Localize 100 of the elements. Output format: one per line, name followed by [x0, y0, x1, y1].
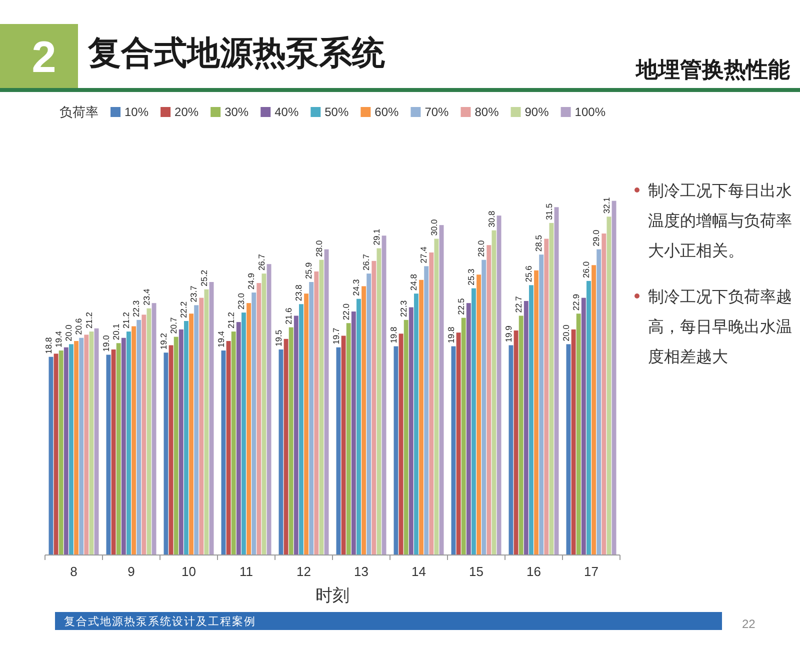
bar	[408, 307, 414, 555]
data-label: 32.1	[601, 196, 612, 214]
data-label: 20.1	[110, 323, 121, 340]
bar	[246, 303, 252, 555]
data-label: 30.0	[428, 218, 439, 236]
bar	[476, 274, 482, 555]
bar	[592, 265, 596, 555]
data-label: 26.0	[581, 261, 592, 278]
bar	[288, 327, 294, 555]
bar	[54, 354, 58, 555]
bar	[241, 312, 246, 555]
bar	[262, 274, 266, 555]
bar	[184, 321, 188, 555]
data-label: 22.2	[178, 301, 189, 318]
data-label: 19.4	[53, 330, 64, 348]
legend-title: 负荷率	[60, 104, 99, 120]
x-tick-label: 15	[469, 564, 484, 579]
legend-label: 70%	[424, 105, 450, 119]
bar	[58, 350, 64, 555]
data-label: 26.7	[361, 254, 372, 271]
bar	[398, 334, 404, 555]
x-tick-label: 17	[584, 564, 598, 579]
bar	[376, 248, 382, 555]
bar	[266, 264, 272, 555]
bar	[284, 338, 288, 555]
text: 制冷工况下负荷率越高，每日早晚出水温度相差越大	[648, 288, 792, 366]
legend-label: 50%	[324, 105, 349, 119]
legend-label: 60%	[374, 105, 400, 119]
bar	[168, 345, 174, 555]
bar	[132, 326, 136, 555]
bar	[174, 336, 178, 555]
text: 22	[742, 617, 756, 631]
bar	[164, 352, 168, 555]
data-label: 22.3	[398, 300, 408, 317]
bar	[461, 318, 466, 555]
bar	[429, 252, 434, 555]
bar	[351, 312, 356, 555]
bar	[199, 298, 204, 555]
bar	[64, 347, 68, 555]
data-label: 18.8	[43, 337, 54, 354]
bar	[528, 285, 534, 555]
bar	[94, 328, 99, 555]
bar	[382, 236, 386, 555]
bar	[106, 354, 111, 555]
text: 制冷工况下每日出水温度的增幅与负荷率大小正相关。	[648, 182, 792, 260]
data-label: 26.7	[256, 254, 266, 271]
bar	[146, 308, 152, 555]
data-label: 25.2	[198, 270, 209, 286]
data-label: 25.3	[466, 268, 476, 286]
bar	[571, 329, 576, 555]
bar	[606, 216, 612, 555]
data-label: 27.4	[418, 246, 429, 264]
data-label: 20.0	[64, 324, 74, 342]
data-label: 20.6	[74, 318, 84, 335]
legend-label: 80%	[474, 105, 500, 119]
x-tick-label: 12	[296, 564, 311, 579]
bar	[116, 343, 121, 555]
x-tick-label: 16	[526, 564, 541, 579]
data-label: 21.2	[121, 312, 132, 329]
data-label: 19.0	[100, 334, 111, 352]
bar	[471, 288, 476, 555]
data-label: 19.8	[446, 326, 456, 344]
data-label: 24.9	[246, 272, 256, 290]
legend-label: 90%	[524, 105, 550, 119]
x-tick-label: 8	[70, 564, 78, 579]
bar	[534, 270, 539, 555]
bar	[231, 332, 236, 555]
bar	[178, 329, 184, 555]
bar	[298, 304, 304, 555]
bar	[456, 332, 461, 555]
data-label: 19.8	[388, 326, 398, 344]
data-label: 30.8	[486, 210, 496, 228]
bar	[74, 341, 79, 555]
bar	[126, 332, 131, 555]
text: 复合式地源热泵系统设计及工程案例	[64, 615, 256, 628]
bar	[362, 286, 366, 555]
data-label: 23.7	[188, 285, 199, 302]
bar	[492, 230, 496, 555]
data-label: 25.9	[304, 262, 314, 279]
bar	[304, 294, 309, 555]
bar	[89, 332, 94, 555]
data-label: 20.7	[168, 316, 178, 334]
data-label: 19.2	[158, 332, 168, 350]
bar	[539, 254, 544, 555]
bar	[189, 314, 194, 555]
bar	[252, 292, 256, 555]
data-label: 19.4	[216, 330, 226, 348]
bar	[576, 314, 581, 555]
x-tick-label: 13	[354, 564, 368, 579]
bar	[372, 260, 376, 555]
bar	[356, 298, 361, 555]
bar	[314, 271, 319, 555]
bar	[439, 225, 444, 555]
bar	[424, 266, 429, 555]
bar	[309, 282, 314, 555]
data-label: 31.5	[544, 203, 554, 220]
bar	[121, 338, 126, 555]
data-label: 24.3	[351, 279, 362, 296]
x-tick-label: 10	[182, 564, 196, 579]
bar	[496, 216, 502, 555]
